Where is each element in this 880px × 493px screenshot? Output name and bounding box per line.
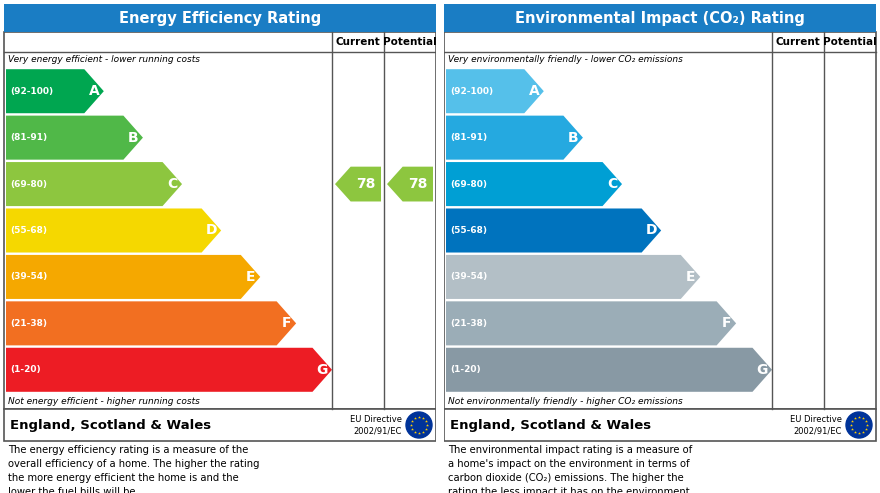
Text: E: E xyxy=(686,270,695,284)
Text: EU Directive
2002/91/EC: EU Directive 2002/91/EC xyxy=(790,415,842,435)
Polygon shape xyxy=(335,167,381,202)
Text: (55-68): (55-68) xyxy=(450,226,487,235)
Polygon shape xyxy=(6,162,182,206)
Text: C: C xyxy=(607,177,618,191)
Polygon shape xyxy=(6,301,297,346)
Text: Current: Current xyxy=(775,37,820,47)
Bar xyxy=(444,409,876,441)
Text: Energy Efficiency Rating: Energy Efficiency Rating xyxy=(119,10,321,26)
Text: (92-100): (92-100) xyxy=(450,87,493,96)
Polygon shape xyxy=(446,255,700,299)
Text: Current: Current xyxy=(335,37,380,47)
Circle shape xyxy=(406,412,432,438)
Bar xyxy=(444,32,876,409)
Text: A: A xyxy=(529,84,539,98)
Text: Very environmentally friendly - lower CO₂ emissions: Very environmentally friendly - lower CO… xyxy=(448,56,683,65)
Text: D: D xyxy=(206,223,217,238)
Polygon shape xyxy=(6,255,260,299)
Text: 78: 78 xyxy=(356,177,376,191)
Text: Not environmentally friendly - higher CO₂ emissions: Not environmentally friendly - higher CO… xyxy=(448,396,683,406)
Text: (81-91): (81-91) xyxy=(10,133,48,142)
Polygon shape xyxy=(446,162,622,206)
Text: Very energy efficient - lower running costs: Very energy efficient - lower running co… xyxy=(8,56,200,65)
Polygon shape xyxy=(446,69,544,113)
Text: F: F xyxy=(722,317,731,330)
Text: A: A xyxy=(89,84,99,98)
Text: G: G xyxy=(317,363,328,377)
Text: Environmental Impact (CO₂) Rating: Environmental Impact (CO₂) Rating xyxy=(515,10,805,26)
Text: (21-38): (21-38) xyxy=(450,319,487,328)
Bar xyxy=(4,32,436,409)
Polygon shape xyxy=(446,209,661,252)
Text: Potential: Potential xyxy=(823,37,876,47)
Polygon shape xyxy=(6,348,332,392)
Text: B: B xyxy=(568,131,578,144)
Polygon shape xyxy=(387,167,433,202)
Text: E: E xyxy=(246,270,255,284)
Text: D: D xyxy=(646,223,657,238)
Text: England, Scotland & Wales: England, Scotland & Wales xyxy=(450,419,651,431)
Polygon shape xyxy=(446,301,737,346)
Polygon shape xyxy=(6,116,143,160)
Bar xyxy=(436,0,444,493)
Text: (21-38): (21-38) xyxy=(10,319,47,328)
Polygon shape xyxy=(446,348,772,392)
Text: (1-20): (1-20) xyxy=(10,365,40,374)
Bar xyxy=(4,409,436,441)
Text: (92-100): (92-100) xyxy=(10,87,53,96)
Text: Not energy efficient - higher running costs: Not energy efficient - higher running co… xyxy=(8,396,200,406)
Polygon shape xyxy=(6,209,221,252)
Text: (81-91): (81-91) xyxy=(450,133,488,142)
Text: EU Directive
2002/91/EC: EU Directive 2002/91/EC xyxy=(350,415,402,435)
Text: G: G xyxy=(757,363,768,377)
Bar xyxy=(444,4,876,32)
Text: C: C xyxy=(167,177,178,191)
Bar xyxy=(4,4,436,32)
Text: (39-54): (39-54) xyxy=(450,273,488,282)
Text: The energy efficiency rating is a measure of the
overall efficiency of a home. T: The energy efficiency rating is a measur… xyxy=(8,445,260,493)
Circle shape xyxy=(846,412,872,438)
Text: 78: 78 xyxy=(408,177,428,191)
Text: England, Scotland & Wales: England, Scotland & Wales xyxy=(10,419,211,431)
Polygon shape xyxy=(6,69,104,113)
Polygon shape xyxy=(446,116,583,160)
Text: Potential: Potential xyxy=(383,37,436,47)
Text: B: B xyxy=(128,131,138,144)
Text: (39-54): (39-54) xyxy=(10,273,48,282)
Text: (1-20): (1-20) xyxy=(450,365,480,374)
Text: (55-68): (55-68) xyxy=(10,226,47,235)
Text: (69-80): (69-80) xyxy=(10,179,47,188)
Text: F: F xyxy=(282,317,291,330)
Text: The environmental impact rating is a measure of
a home's impact on the environme: The environmental impact rating is a mea… xyxy=(448,445,693,493)
Text: (69-80): (69-80) xyxy=(450,179,487,188)
